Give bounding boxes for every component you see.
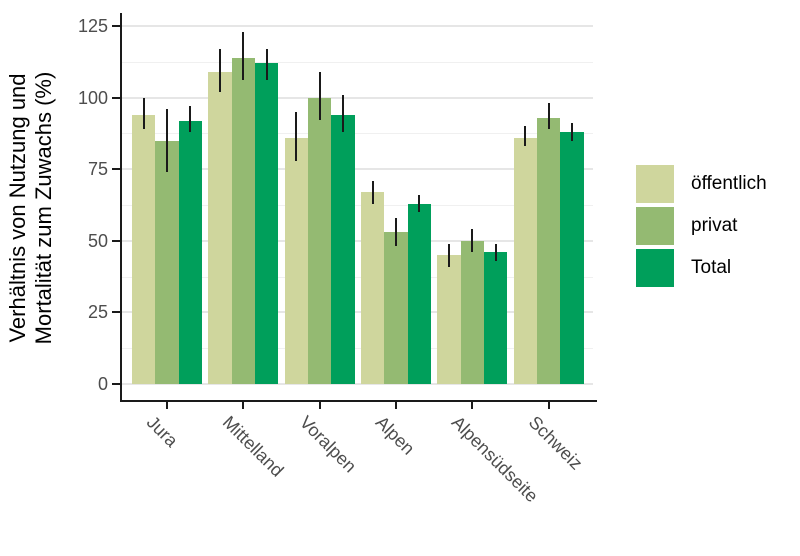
bar-privat-Mittelland: [231, 57, 255, 384]
error-bar-Total-Mittelland: [265, 48, 268, 81]
y-tick-label: 25: [87, 302, 108, 323]
x-tick-label-Alpen: Alpen: [371, 412, 419, 459]
gridline-minor: [122, 348, 593, 350]
legend-label-oeffentlich: öffentlich: [691, 173, 767, 194]
gridline-major: [122, 239, 593, 242]
y-tick-mark: [112, 168, 120, 171]
x-tick-mark: [242, 402, 245, 410]
error-bar-Total-Alpen: [418, 195, 421, 213]
bar-Total-Schweiz: [560, 132, 584, 384]
error-bar-Total-Jura: [189, 106, 192, 132]
y-tick-mark: [112, 311, 120, 314]
y-axis-title-line1: Verhältnis von Nutzung und: [5, 73, 30, 343]
x-tick-mark: [547, 402, 550, 410]
y-tick-label: 125: [77, 16, 108, 36]
x-tick-mark: [166, 402, 168, 410]
legend-swatch-total: [636, 249, 674, 287]
error-bar-privat-Alpensüdseite: [471, 229, 474, 253]
y-tick-mark: [112, 96, 120, 99]
y-tick-mark: [112, 239, 120, 242]
x-axis-line: [120, 400, 597, 403]
error-bar-privat-Voralpen: [318, 71, 321, 121]
gridline-minor: [122, 61, 593, 63]
error-bar-privat-Jura: [165, 109, 169, 173]
x-tick-label-Voralpen: Voralpen: [295, 412, 360, 477]
x-tick-label-Schweiz: Schweiz: [524, 412, 586, 474]
bar-Total-Alpen: [407, 203, 432, 384]
x-tick-label-Mittelland: Mittelland: [219, 412, 288, 481]
x-tick-label-Jura: Jura: [142, 412, 182, 451]
legend-label-total: Total: [691, 257, 732, 278]
y-tick-label: 0: [97, 374, 108, 394]
gridline-major: [122, 96, 593, 99]
y-tick-label: 75: [87, 159, 108, 180]
y-axis-line: [120, 13, 122, 402]
x-tick-mark: [471, 402, 474, 410]
y-axis-title-line2: Mortalität zum Zuwachs (%): [31, 71, 56, 345]
error-bar-öffentlich-Jura: [142, 97, 145, 130]
error-bar-öffentlich-Voralpen: [295, 111, 298, 161]
plot-panel: [122, 13, 593, 401]
error-bar-Total-Schweiz: [570, 123, 574, 141]
error-bar-Total-Alpensüdseite: [494, 243, 497, 261]
bar-Total-Voralpen: [331, 114, 355, 384]
bar-Total-Jura: [178, 120, 203, 384]
legend-item-total: Total: [636, 249, 767, 287]
bar-privat-Alpen: [384, 232, 408, 384]
gridline-minor: [122, 133, 593, 135]
error-bar-öffentlich-Schweiz: [524, 126, 527, 147]
bar-Total-Alpensüdseite: [484, 252, 508, 384]
bar-privat-Voralpen: [308, 97, 332, 384]
bar-privat-Alpensüdseite: [460, 240, 484, 384]
y-tick-label: 50: [87, 230, 108, 251]
y-tick-label: 100: [77, 87, 108, 108]
bar-öffentlich-Voralpen: [284, 137, 308, 384]
legend-swatch-oeffentlich: [636, 165, 674, 203]
error-bar-öffentlich-Mittelland: [218, 48, 221, 92]
error-bar-öffentlich-Alpen: [371, 180, 374, 204]
gridline-major: [122, 383, 593, 385]
legend: öffentlich privat Total: [636, 165, 767, 287]
legend-swatch-privat: [636, 207, 674, 245]
error-bar-privat-Alpen: [394, 217, 398, 247]
error-bar-privat-Schweiz: [547, 103, 550, 130]
bar-privat-Jura: [155, 140, 179, 384]
legend-label-privat: privat: [691, 215, 738, 236]
legend-item-privat: privat: [636, 207, 767, 245]
error-bar-privat-Mittelland: [242, 31, 245, 81]
legend-item-oeffentlich: öffentlich: [636, 165, 767, 203]
bar-öffentlich-Jura: [131, 114, 156, 384]
bar-öffentlich-Alpen: [360, 192, 385, 384]
gridline-minor: [122, 276, 593, 278]
y-tick-mark: [112, 25, 120, 27]
bar-öffentlich-Alpensüdseite: [437, 255, 461, 384]
gridline-major: [122, 168, 593, 171]
bar-öffentlich-Schweiz: [513, 137, 537, 384]
bar-öffentlich-Mittelland: [208, 71, 232, 384]
gridline-major: [122, 311, 593, 314]
bar-Total-Mittelland: [255, 63, 279, 384]
y-tick-mark: [112, 383, 120, 385]
gridline-minor: [122, 205, 593, 206]
gridline-major: [122, 25, 593, 27]
y-axis-title: Verhältnis von Nutzung und Mortalität zu…: [5, 14, 57, 402]
bar-privat-Schweiz: [536, 117, 561, 384]
error-bar-öffentlich-Alpensüdseite: [447, 243, 450, 267]
x-tick-mark: [395, 402, 397, 410]
x-tick-mark: [318, 402, 321, 410]
error-bar-Total-Voralpen: [342, 94, 345, 132]
